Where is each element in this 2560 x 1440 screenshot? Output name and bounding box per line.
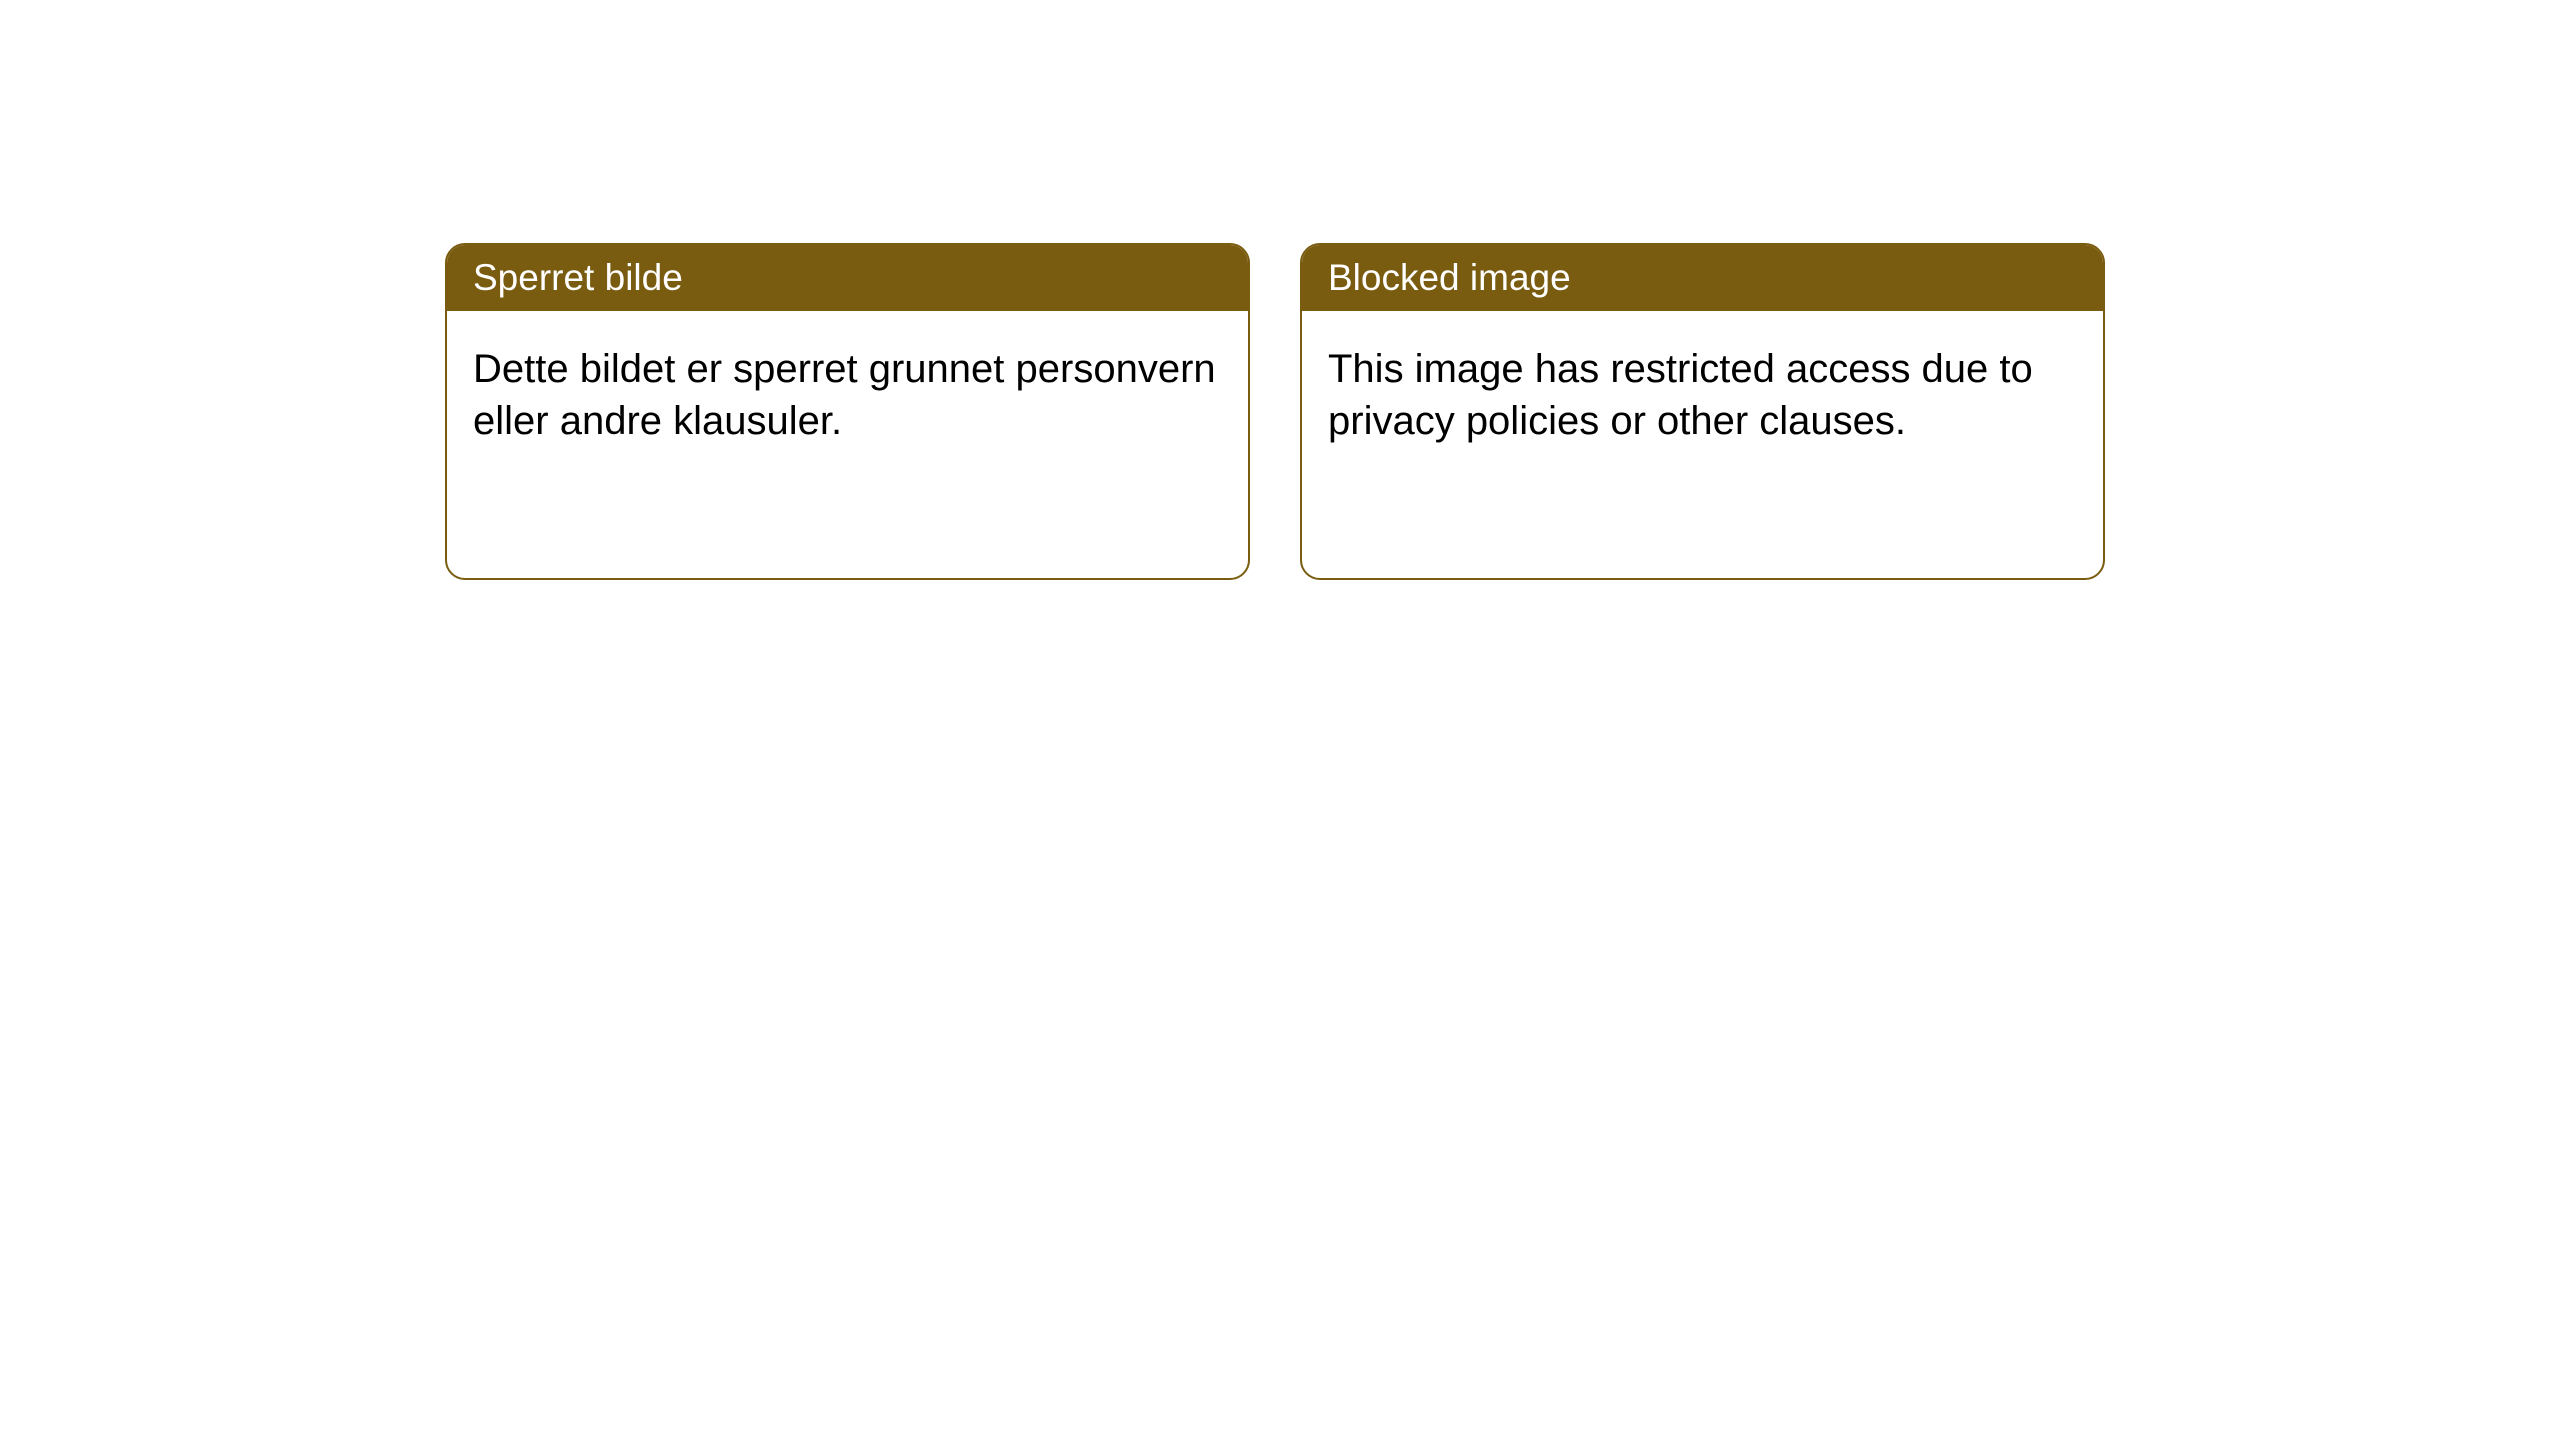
notice-body: Dette bildet er sperret grunnet personve… [447, 311, 1248, 479]
notice-header: Sperret bilde [447, 245, 1248, 311]
notice-body: This image has restricted access due to … [1302, 311, 2103, 479]
notice-container: Sperret bilde Dette bildet er sperret gr… [445, 243, 2105, 580]
notice-card-english: Blocked image This image has restricted … [1300, 243, 2105, 580]
notice-card-norwegian: Sperret bilde Dette bildet er sperret gr… [445, 243, 1250, 580]
notice-header: Blocked image [1302, 245, 2103, 311]
